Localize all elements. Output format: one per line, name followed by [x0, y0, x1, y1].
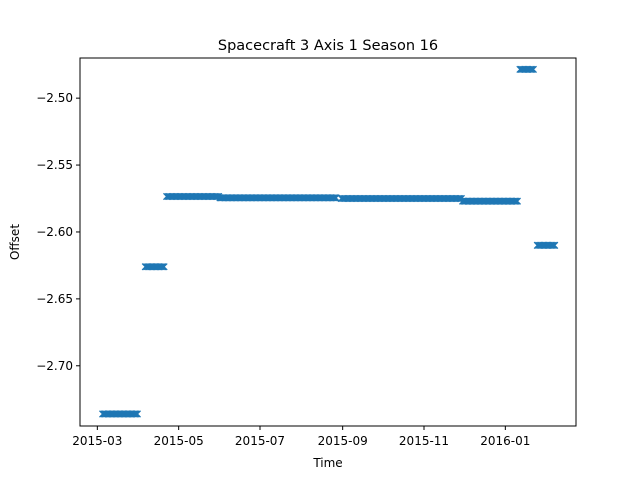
data-point	[513, 197, 521, 205]
data-point	[512, 197, 520, 205]
y-tick-label: −2.50	[36, 91, 73, 105]
y-axis-ticks: −2.50 −2.55 −2.60 −2.65 −2.70	[36, 91, 80, 373]
data-point	[157, 263, 165, 271]
data-point	[529, 65, 537, 74]
data-point	[549, 241, 557, 250]
plot-frame	[79, 57, 577, 427]
data-point	[212, 192, 220, 201]
x-tick-label: 2016-01	[480, 434, 530, 448]
data-point	[132, 410, 140, 418]
data-point	[548, 241, 556, 250]
data-point	[527, 65, 535, 74]
data-point	[331, 194, 339, 202]
data-point	[131, 410, 139, 418]
y-tick-label: −2.60	[36, 225, 73, 239]
data-point	[528, 65, 536, 74]
data-point	[329, 194, 337, 202]
x-tick-label: 2015-07	[235, 434, 285, 448]
data-point	[455, 194, 463, 203]
x-tick-label: 2015-09	[318, 434, 368, 448]
y-tick-label: −2.55	[36, 158, 73, 172]
data-points	[99, 65, 559, 418]
y-axis-title: Offset	[8, 224, 22, 260]
data-point	[133, 410, 141, 418]
data-point	[511, 197, 519, 205]
y-tick-label: −2.65	[36, 292, 73, 306]
data-point	[160, 263, 168, 271]
x-axis-title: Time	[312, 456, 342, 470]
data-point	[551, 241, 559, 250]
x-tick-label: 2015-11	[399, 434, 449, 448]
data-point	[159, 263, 167, 271]
x-tick-label: 2015-03	[72, 434, 122, 448]
y-tick-label: −2.70	[36, 359, 73, 373]
chart-title: Spacecraft 3 Axis 1 Season 16	[218, 38, 438, 54]
x-axis-ticks: 2015-03 2015-05 2015-07 2015-09 2015-11 2016-…	[72, 426, 530, 448]
x-tick-label: 2015-05	[154, 434, 204, 448]
